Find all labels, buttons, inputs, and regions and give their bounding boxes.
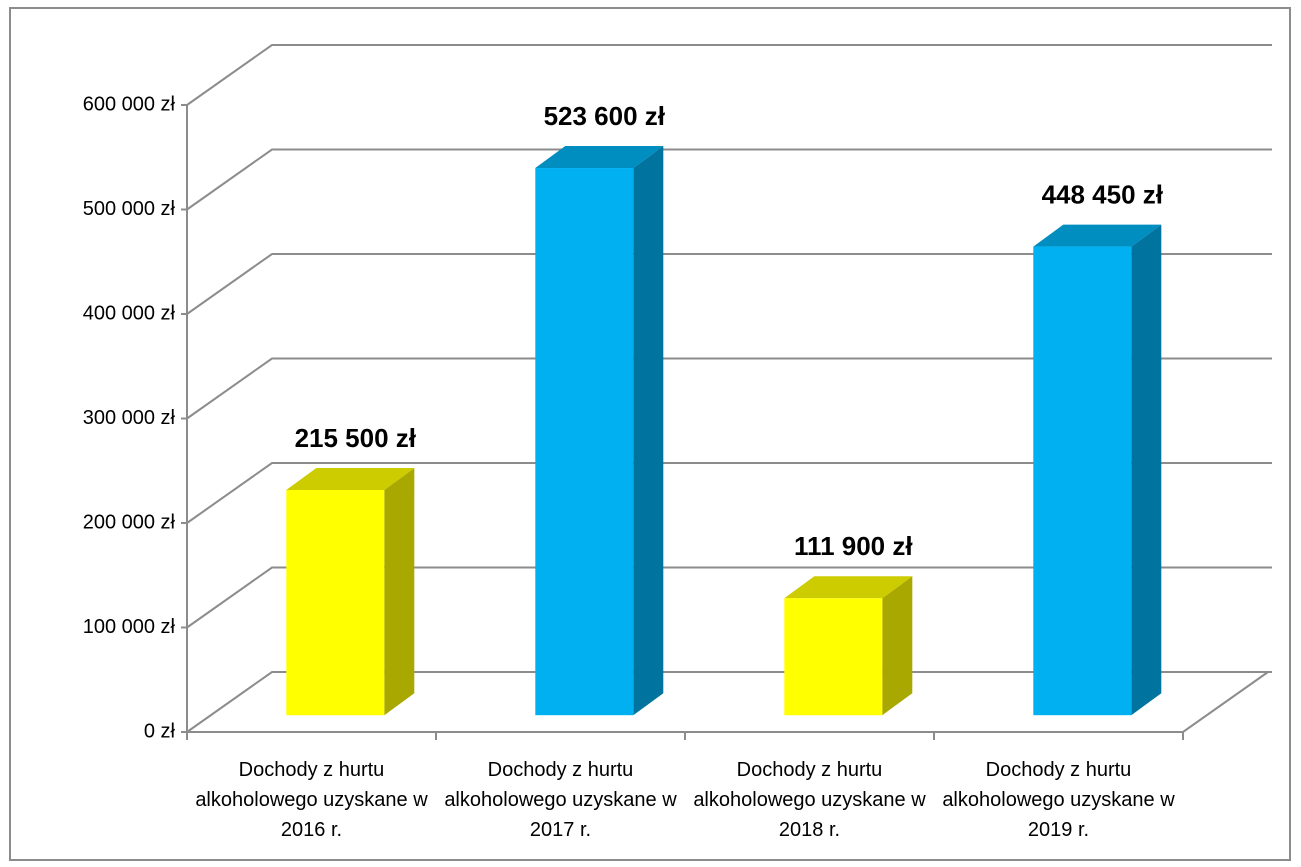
grid-line: [186, 671, 1272, 733]
bar-side: [882, 576, 913, 716]
bar-top: [1033, 224, 1162, 247]
value-label: 215 500 zł: [295, 423, 417, 453]
y-tick-label: 600 000 zł: [83, 93, 176, 115]
value-label: 523 600 zł: [544, 101, 666, 131]
y-tick-label: 300 000 zł: [83, 407, 176, 429]
bar: [1033, 246, 1132, 716]
grid-line: [186, 44, 1272, 106]
y-tick-label: 0 zł: [144, 720, 176, 742]
value-label: 448 450 zł: [1042, 179, 1164, 209]
bar: [286, 490, 385, 716]
x-tick-label: Dochody z hurtu alkoholowego uzyskane w …: [942, 759, 1175, 841]
y-tick-label: 100 000 zł: [83, 616, 176, 638]
x-tick-label: Dochody z hurtu alkoholowego uzyskane w …: [444, 759, 677, 841]
bar: [784, 598, 883, 716]
y-tick-label: 200 000 zł: [83, 511, 176, 533]
grid-line: [186, 253, 1272, 315]
bar-side: [1131, 224, 1162, 716]
bar-side: [633, 146, 664, 716]
grid-line: [186, 462, 1272, 524]
x-tick-label: Dochody z hurtu alkoholowego uzyskane w …: [195, 759, 428, 841]
x-tick-label: Dochody z hurtu alkoholowego uzyskane w …: [693, 759, 926, 841]
grid-line: [186, 148, 1272, 211]
bar-side: [384, 468, 415, 716]
y-tick-label: 500 000 zł: [83, 198, 176, 220]
grid-line: [186, 566, 1272, 629]
bar: [535, 168, 634, 716]
bar-top: [535, 146, 664, 169]
y-tick-label: 400 000 zł: [83, 302, 176, 324]
grid-line: [186, 357, 1272, 420]
bar-top: [784, 576, 913, 599]
bar-top: [286, 468, 415, 491]
value-label: 111 900 zł: [794, 531, 913, 561]
